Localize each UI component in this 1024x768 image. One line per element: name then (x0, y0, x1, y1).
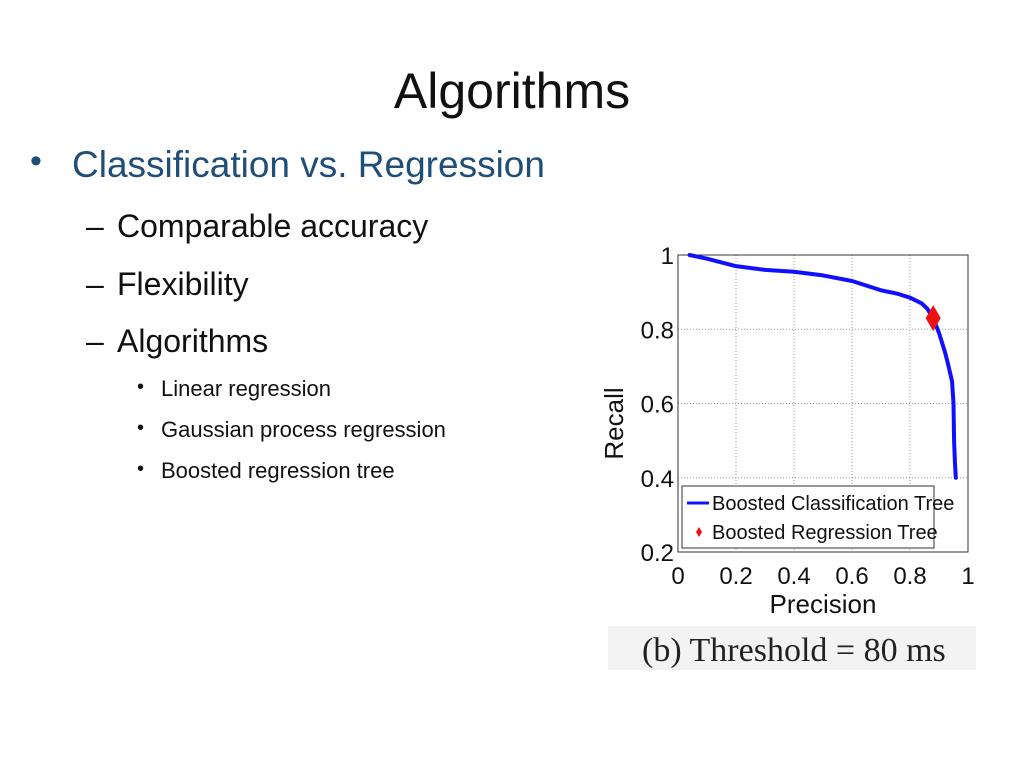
plot-frame (677, 254, 969, 553)
legend-box (681, 485, 935, 549)
bullet-list: • Classification vs. Regression – Compar… (0, 0, 600, 520)
sub-bullet-text: Algorithms (117, 323, 269, 359)
x-tick-label: 0.4 (777, 563, 810, 590)
y-tick-label: 0.6 (641, 392, 674, 419)
y-tick-label: 1 (661, 243, 674, 270)
x-tick-label: 0.6 (835, 563, 868, 590)
legend: Boosted Classification Tree Boosted Regre… (681, 485, 954, 549)
caption-background (608, 626, 976, 670)
precision-recall-chart: 0 0.2 0.4 0.6 0.8 10.20.40.60.81 Boosted Clas… (600, 243, 975, 619)
precision-recall-figure: 0 0.2 0.4 0.6 0.8 1 0.2 0.4 0.6 0.8 1 Boosted Clas… (600, 236, 990, 676)
bullet-dot: • (137, 458, 145, 480)
x-axis-label: Precision (770, 589, 877, 619)
bullet-text: Classification vs. Regression (72, 144, 545, 185)
grid-layer (678, 255, 968, 552)
x-tick-label: 0.2 (719, 563, 752, 590)
bullet-dot: • (137, 376, 145, 398)
bullet-dot: • (30, 142, 42, 180)
y-tick-label: 0.4 (641, 466, 674, 493)
dash-symbol: – (86, 266, 104, 302)
slide-title: Algorithms (393, 63, 631, 119)
y-tick-label: 0.8 (641, 317, 674, 344)
bullet-dot: • (137, 417, 145, 439)
x-tick-label: 0 (671, 563, 684, 590)
legend-marker-diamond (696, 527, 702, 537)
y-axis-label: Recall (600, 387, 629, 459)
classification-tree-line (687, 253, 958, 480)
sub-sub-bullet-text: Linear regression (161, 376, 331, 401)
series-layer (687, 253, 958, 480)
sub-bullet-text: Comparable accuracy (117, 208, 429, 244)
legend-entry-label: Boosted Regression Tree (712, 522, 938, 544)
x-tick-label: 1 (961, 563, 974, 590)
dash-symbol: – (86, 208, 104, 244)
sub-sub-bullet-text: Boosted regression tree (161, 458, 395, 483)
dash-symbol: – (86, 323, 104, 359)
tick-layer: 0 0.2 0.4 0.6 0.8 10.20.40.60.81 (641, 243, 975, 590)
x-tick-label: 0.8 (893, 563, 926, 590)
y-tick-label: 0.2 (641, 540, 674, 567)
sub-sub-bullet-text: Gaussian process regression (161, 417, 446, 442)
legend-entry-label: Boosted Classification Tree (712, 493, 954, 515)
regression-tree-marker (925, 305, 941, 332)
figure-caption: (b) Threshold = 80 ms (642, 632, 946, 669)
sub-bullet-text: Flexibility (117, 266, 249, 302)
